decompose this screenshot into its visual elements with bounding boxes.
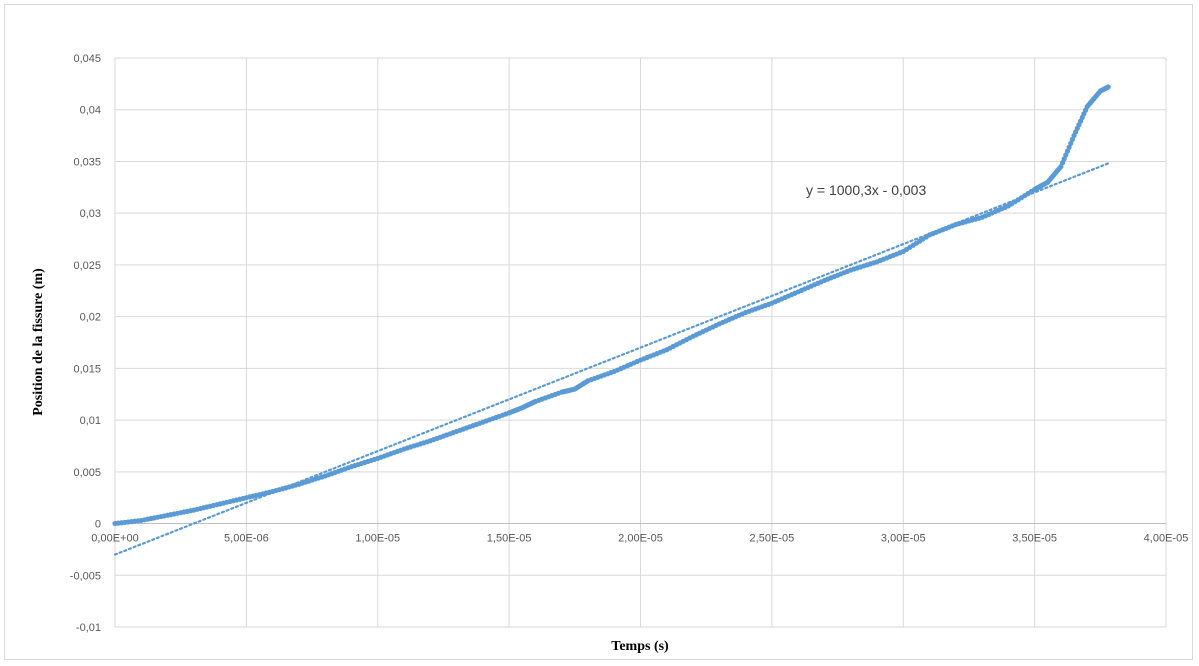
x-tick-label: 2,50E-05 [750,533,795,545]
x-axis-title: Temps (s) [611,639,669,654]
y-tick-label: 0,03 [80,208,101,220]
y-tick-label: 0,025 [73,260,101,272]
data-point [1069,136,1075,143]
x-tick-label: 1,00E-05 [355,533,400,545]
y-tick-label: 0,02 [80,312,101,324]
x-tick-label: 4,00E-05 [1144,533,1189,545]
data-series [112,84,1111,527]
trendline-equation: y = 1000,3x - 0,003 [806,182,926,198]
y-tick-label: 0,035 [73,156,101,168]
y-tick-label: 0,01 [80,415,101,427]
x-tick-label: 3,00E-05 [881,533,926,545]
y-axis-title: Position de la fissure (m) [31,268,46,416]
y-tick-label: 0,015 [73,363,101,375]
x-tick-label: 5,00E-06 [224,533,269,545]
chart-frame [4,4,1193,660]
y-tick-label: 0,04 [80,105,101,117]
data-point [1064,148,1071,154]
y-tick-label: -0,01 [76,622,101,634]
gridlines [114,57,1167,628]
y-tick-labels: -0,01 -0,005 0 0,005 0,01 0,015 0,02 0,025 0,03 0… [70,53,101,634]
data-point [1061,156,1067,162]
data-point [1105,84,1111,90]
data-point [1059,160,1066,166]
trendline [113,162,1110,556]
y-tick-label: 0,045 [73,53,101,65]
trendline-path [113,162,1110,556]
x-tick-label: 0,00E+00 [91,533,138,545]
data-point [1066,144,1072,150]
y-tick-label: -0,005 [70,570,101,582]
y-tick-label: 0 [95,519,101,531]
data-point [1058,164,1064,170]
x-tick-label: 2,00E-05 [618,533,663,545]
x-tick-label: 1,50E-05 [487,533,532,545]
data-point [1068,140,1074,146]
data-point [1063,152,1069,158]
x-tick-label: 3,50E-05 [1012,533,1057,545]
x-tick-labels: 0,00E+00 5,00E-06 1,00E-05 1,50E-05 2,00E-05… [91,533,1188,545]
y-tick-label: 0,005 [73,467,101,479]
